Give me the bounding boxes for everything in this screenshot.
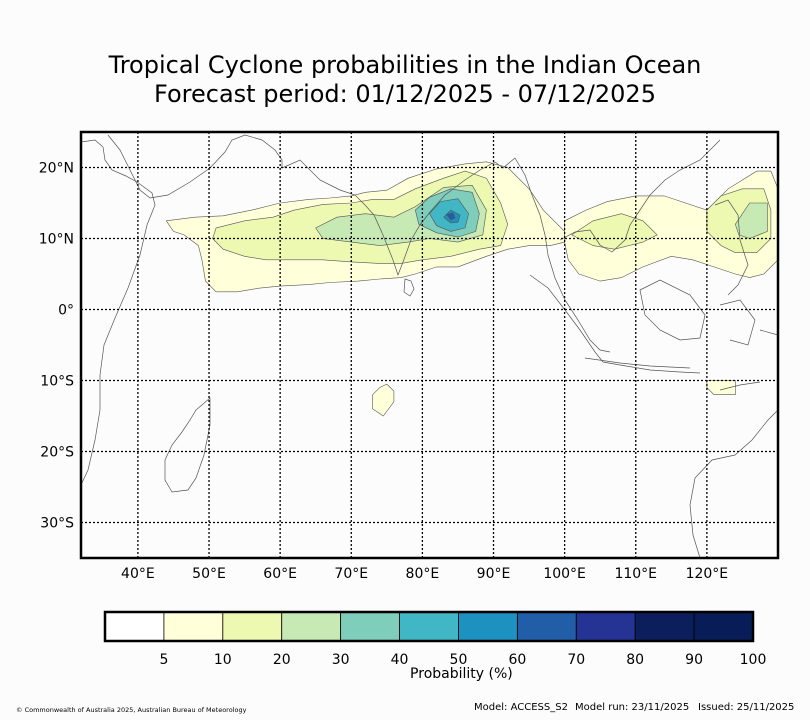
x-tick-label: 120°E [686,566,729,582]
colorbar-tick-label: 30 [332,652,350,668]
india-coast [281,157,516,277]
colorbar-swatch-40 [399,611,459,642]
australia-coast [689,409,778,558]
model-run-text: Model run: 23/11/2025 [575,702,690,713]
x-tick-label: 40°E [121,566,155,582]
colorbar-swatch-0 [104,611,165,642]
colorbar-swatch-20 [281,611,342,642]
colorbar-tick-label: 5 [159,652,168,668]
probability-region-20-8 [734,202,768,239]
arabia-coast [107,134,283,199]
sri-lanka-coast [403,278,415,297]
colorbar-tick-label: 90 [685,652,703,668]
colorbar-swatch-30 [340,611,400,642]
probability-regions [165,161,778,417]
philippines-coast [714,199,756,346]
colorbar-swatch-80 [634,611,695,642]
new-guinea-coast [759,329,778,336]
x-tick-label: 80°E [406,566,440,582]
colorbar-tick-label: 10 [214,652,232,668]
copyright-text: © Commonwealth of Australia 2025, Austra… [16,706,247,714]
y-tick-label: 30°S [40,516,74,532]
x-tick-label: 70°E [334,566,368,582]
colorbar-tick-label: 40 [391,652,409,668]
y-tick-label: 10°S [40,374,74,390]
colorbar-swatch-70 [575,611,636,642]
borneo-coast [639,279,706,341]
colorbar-swatch-60 [516,611,577,642]
y-tick-label: 20°S [40,445,74,461]
colorbar: 5 10 20 30 40 50 60 70 80 90 100 Probability (%) [103,610,767,682]
colorbar-swatch-50 [458,611,518,642]
issued-text: Issued: 25/11/2025 [698,702,795,713]
madagascar-coast [164,397,211,493]
probability-region-60-12 [446,212,456,221]
map-frame [79,130,780,560]
x-tick-label: 50°E [192,566,226,582]
chart-title: Tropical Cyclone probabilities in the In… [108,51,702,79]
coastlines [81,134,778,558]
chart-subtitle: Forecast period: 01/12/2025 - 07/12/2025 [154,80,656,108]
africa-coast [81,139,156,486]
southeast-asia-coast [514,139,721,353]
model-text: Model: ACCESS_S2 [474,702,568,713]
colorbar-tick-label: 100 [740,652,767,668]
colorbar-tick-label: 20 [273,652,291,668]
colorbar-tick-label: 80 [626,652,644,668]
colorbar-tick-label: 60 [508,652,526,668]
probability-region-5-3 [372,383,395,417]
colorbar-swatch-10 [222,611,283,642]
x-tick-label: 60°E [263,566,297,582]
y-tick-label: 0° [58,303,74,319]
x-tick-label: 100°E [543,566,586,582]
indonesia-coast [529,274,701,374]
timor-coast [719,381,761,391]
colorbar-frame [103,610,755,643]
y-tick-label: 20°N [39,161,74,177]
colorbar-tick-label: 70 [567,652,585,668]
colorbar-label: Probability (%) [410,666,513,682]
x-tick-label: 90°E [477,566,511,582]
map-grid [81,132,778,558]
axis-ticks: 40°E 50°E 60°E 70°E 80°E 90°E 100°E 110°E 120°E 2… [39,161,728,583]
x-tick-label: 110°E [614,566,657,582]
colorbar-tick-label: 50 [450,652,468,668]
colorbar-swatch-5 [163,611,224,642]
y-tick-label: 10°N [39,232,74,248]
colorbar-swatch-90 [693,611,754,642]
